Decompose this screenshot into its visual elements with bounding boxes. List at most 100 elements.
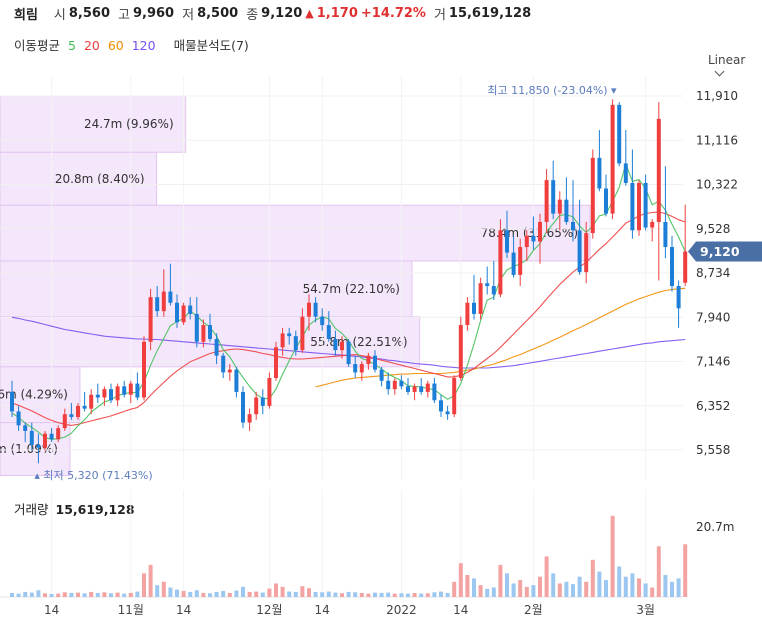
time-tick-label: 3월 (636, 603, 655, 617)
candle-body (247, 414, 252, 423)
volume-bar (379, 592, 384, 597)
volume-bar (247, 591, 252, 597)
volume-bar (505, 573, 509, 597)
candle-body (16, 411, 21, 426)
time-tick-label: 14 (176, 603, 191, 617)
candle-body (485, 283, 490, 287)
candle-body (676, 286, 681, 309)
price-chart[interactable]: 24.7m (9.96%) 20.8m (8.40%) 78.4m (31.65%)… (0, 0, 762, 490)
ma-label[interactable]: 이동평균 (14, 38, 61, 53)
candle-body (346, 341, 351, 365)
candle-body (161, 291, 166, 312)
candle-body (128, 383, 133, 395)
scale-toggle[interactable]: Linear (708, 53, 762, 81)
candle-body (320, 316, 325, 326)
candle-body (102, 389, 107, 398)
candle-body (49, 433, 54, 440)
candle-body (538, 221, 542, 242)
candle-body (69, 414, 74, 418)
price-tick-label: 7,940 (696, 310, 730, 324)
volume-bar (399, 593, 404, 597)
candle-body (617, 104, 622, 164)
profile-label: 54.7m (22.10%) (303, 282, 400, 296)
candle-body (359, 364, 364, 373)
volume-bar (425, 593, 430, 597)
candle-body (260, 397, 265, 406)
candle-body (89, 394, 94, 409)
candle-body (221, 355, 226, 373)
volume-bar (353, 592, 358, 597)
price-axis: 11,910 11,116 10,322 9,528 8,734 7,940 7,146 6,… (688, 89, 762, 457)
change-percent: +14.72% (360, 5, 426, 21)
candle-body (564, 199, 569, 222)
volume-panel-title: 거래량 15,619,128 (14, 499, 135, 518)
volume-bar (531, 585, 536, 597)
volume-bar (168, 587, 173, 597)
volume-bar (359, 592, 364, 597)
stock-name: 희림 (14, 7, 38, 23)
candle-body (234, 369, 239, 392)
candle-body (313, 302, 318, 317)
candle-body (293, 336, 298, 351)
volume-chart[interactable]: 20.7m 14 11월 14 12월 14 2022 14 2월 3월 (0, 490, 762, 625)
high-marker-label: 최고 11,850 (-23.04%) ▾ (487, 84, 617, 97)
low-label: 저 (182, 7, 195, 23)
volume-bar (76, 592, 80, 597)
candle-body (584, 233, 589, 273)
candle-body (95, 394, 100, 398)
volume-bar (511, 583, 516, 597)
price-grid (0, 76, 683, 480)
volume-bar (148, 564, 153, 597)
volume-bar (590, 559, 595, 597)
profile-label: 55.8m (22.51%) (310, 335, 407, 349)
candle-body (115, 386, 120, 401)
candle-body (287, 333, 292, 337)
time-tick-label: 14 (453, 603, 468, 617)
candle-body (590, 157, 595, 234)
candle-body (267, 377, 272, 406)
price-tick-label: 11,910 (696, 89, 738, 103)
volume-bar (597, 571, 602, 597)
extreme-markers: 최고 11,850 (-23.04%) ▾ ▴ 최저 5,320 (71.43%) (34, 84, 617, 482)
volume-bar (656, 546, 661, 597)
candle-body (307, 302, 311, 317)
candle-body (109, 389, 113, 401)
volume-bar (439, 591, 443, 597)
volume-bar (326, 591, 331, 597)
time-axis: 14 11월 14 12월 14 2022 14 2월 3월 (44, 603, 655, 617)
volume-bar (102, 592, 107, 597)
volume-profile-label[interactable]: 매물분석도(7) (173, 38, 249, 53)
volume-bar (128, 592, 133, 597)
indicator-legend[interactable]: 이동평균 5 20 60 120 매물분석도(7) (14, 35, 253, 54)
candle-body (637, 182, 641, 231)
candle-body (188, 305, 193, 314)
price-tick-label: 6,352 (696, 399, 730, 413)
volume-bar (115, 592, 120, 597)
volume-bar (650, 587, 655, 597)
price-tick-label: 9,528 (696, 222, 730, 236)
volume-bars (10, 515, 688, 597)
volume-bar (452, 581, 457, 597)
volume-bar (584, 581, 589, 597)
volume-bar (274, 583, 278, 597)
candle-body (326, 325, 331, 339)
candle-body (23, 425, 28, 431)
volume-bar (419, 593, 424, 597)
candle-body (511, 252, 516, 275)
candle-body (650, 221, 655, 228)
volume-bar (683, 544, 688, 597)
volume-panel-value: 15,619,128 (55, 502, 135, 517)
candle-body (557, 199, 562, 214)
scale-label[interactable]: Linear (708, 53, 746, 67)
candle-body (392, 380, 397, 390)
candle-body (630, 182, 635, 231)
candle-body (518, 247, 523, 275)
volume-bar (313, 591, 318, 597)
volume-bar (208, 593, 212, 597)
candle-body (76, 405, 80, 418)
candle-body (597, 157, 602, 189)
volume-bar (524, 586, 529, 597)
candle-body (445, 411, 450, 415)
volume-bar (630, 573, 635, 597)
volume-bar (564, 581, 569, 597)
